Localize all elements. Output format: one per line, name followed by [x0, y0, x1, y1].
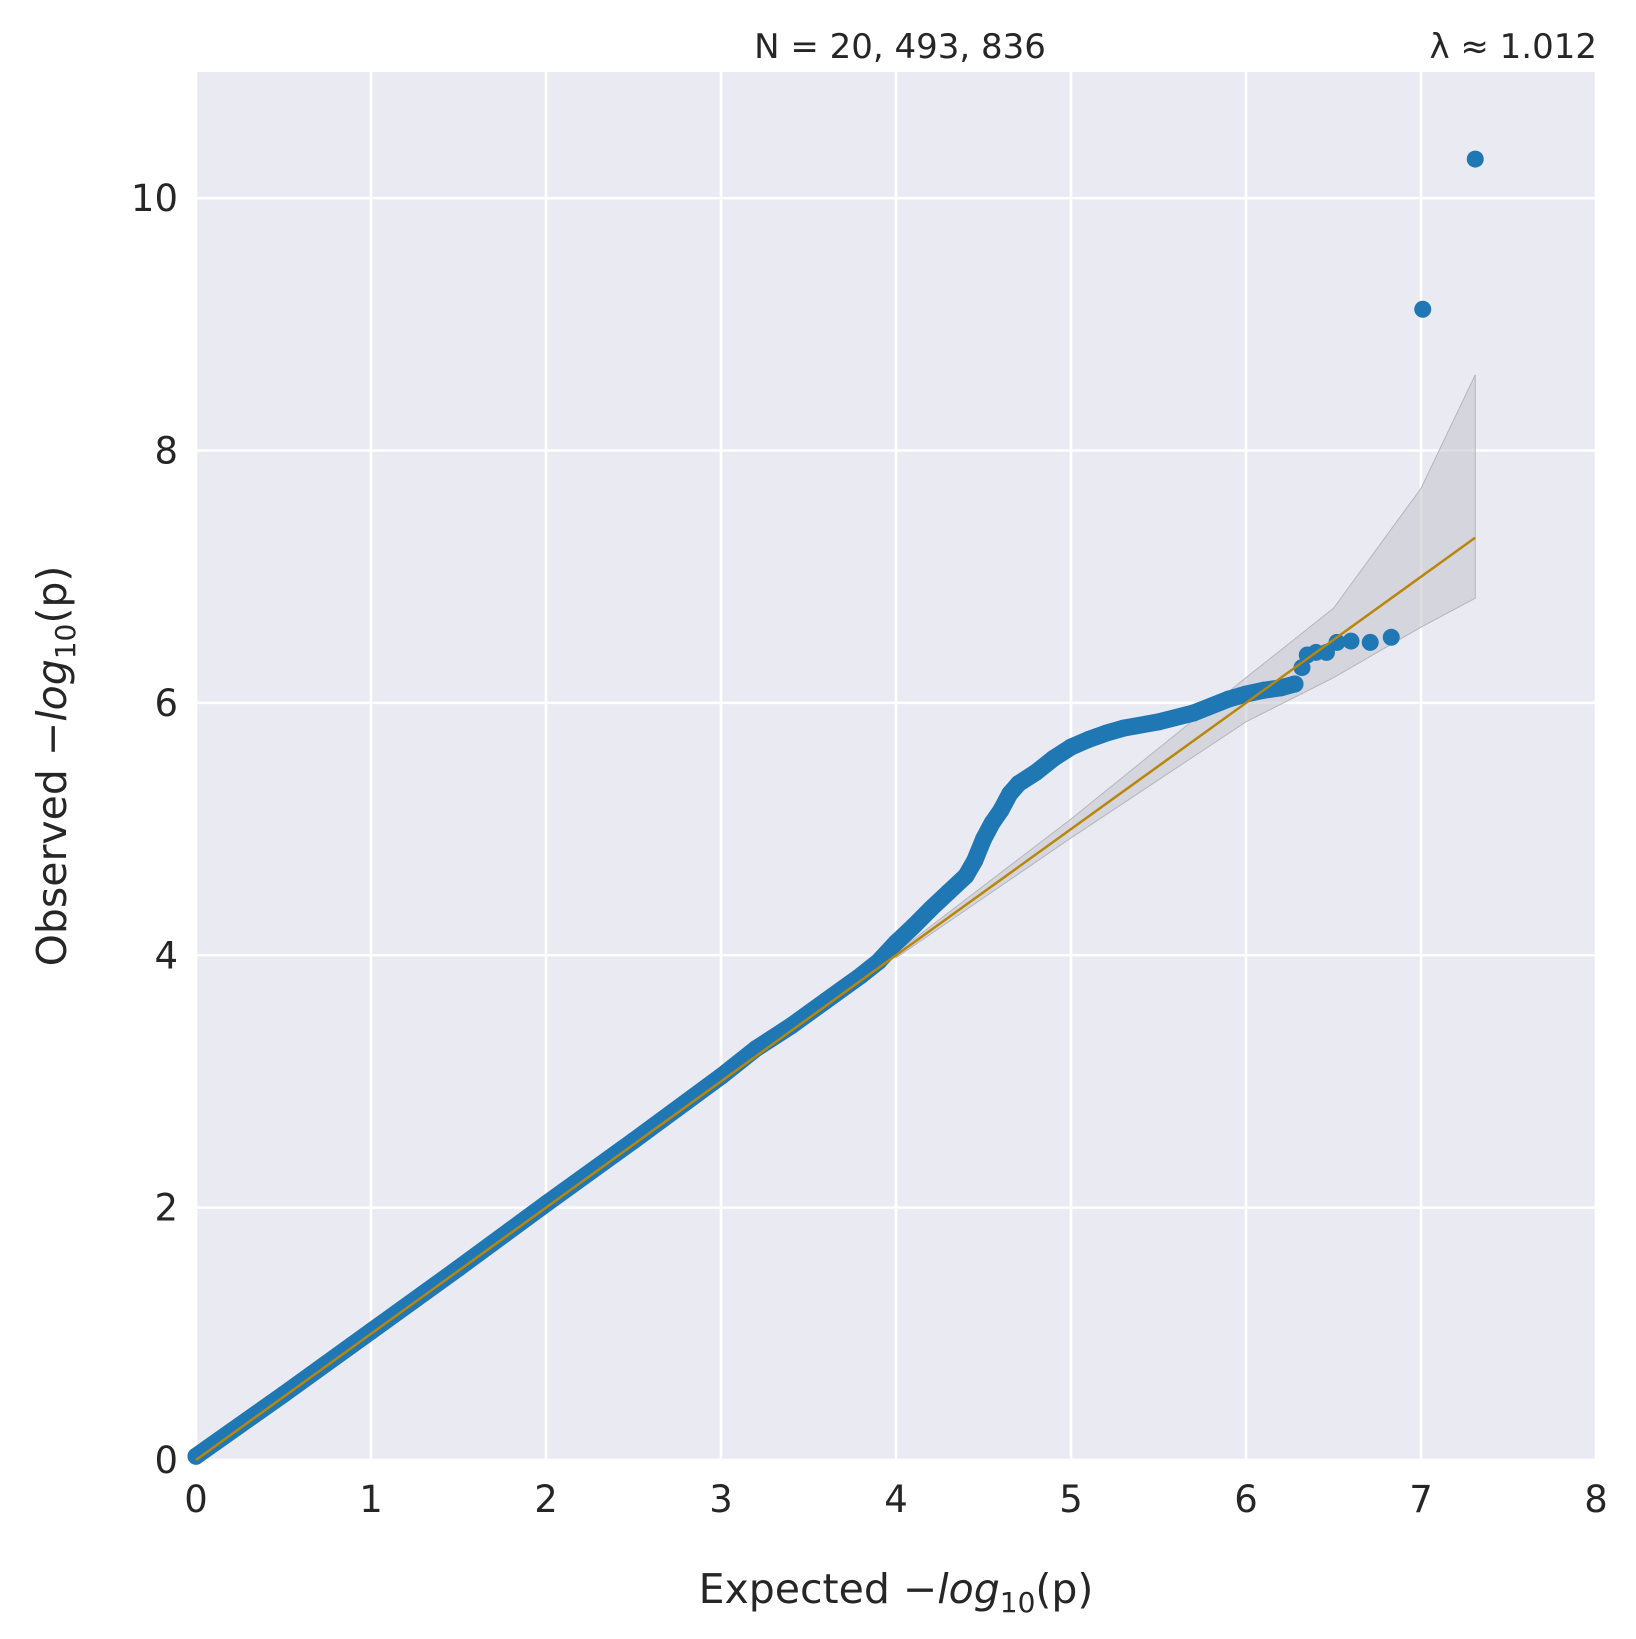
x-tick-label: 7: [1409, 1478, 1433, 1521]
data-point: [940, 883, 957, 901]
data-point: [187, 1447, 205, 1465]
data-point: [957, 867, 975, 885]
data-point: [992, 801, 1010, 819]
y-axis-label: Observed −log10(p): [28, 566, 82, 967]
reference-line-layer: [195, 536, 1476, 1462]
x-tick-labels: 0 1 2 3 4 5 6 7 8: [184, 1478, 1608, 1521]
x-tick-label: 5: [1059, 1478, 1083, 1521]
data-point: [1150, 713, 1167, 731]
data-point: [1010, 775, 1027, 793]
data-point: [537, 1195, 555, 1213]
data-point: [922, 900, 940, 918]
data-point: [1045, 749, 1062, 767]
x-axis-label: Expected −log10(p): [699, 1565, 1094, 1619]
y-tick-label: 0: [154, 1439, 178, 1482]
data-point: [1272, 679, 1290, 697]
y-tick-label: 6: [154, 682, 178, 725]
reference-line: [195, 536, 1476, 1462]
x-tick-label: 6: [1234, 1478, 1258, 1521]
data-point: [1342, 632, 1360, 650]
data-point: [966, 852, 984, 870]
data-point: [712, 1067, 730, 1085]
data-point: [1062, 738, 1080, 756]
data-point: [1097, 724, 1115, 742]
data-point: [1080, 731, 1097, 749]
data-point: [625, 1132, 642, 1150]
data-point: [1115, 719, 1132, 737]
data-point: [905, 917, 922, 935]
y-tick-label: 10: [131, 177, 178, 220]
data-point: [817, 992, 835, 1010]
confidence-band: [895, 374, 1476, 959]
y-tick-labels: 0 2 4 6 8 10: [131, 177, 178, 1482]
x-tick-label: 0: [184, 1478, 208, 1521]
data-point: [1220, 690, 1237, 708]
data-point: [747, 1040, 765, 1058]
x-tick-label: 2: [534, 1478, 558, 1521]
y-tick-label: 8: [154, 430, 178, 473]
data-point: [852, 966, 870, 984]
n-annotation: N = 20, 493, 836: [754, 27, 1046, 67]
data-point: [1185, 704, 1202, 722]
x-tick-label: 3: [709, 1478, 733, 1521]
data-point: [983, 814, 1001, 832]
x-tick-label: 1: [359, 1478, 383, 1521]
lambda-annotation: λ ≈ 1.012: [1429, 27, 1597, 67]
y-tick-label: 4: [154, 934, 178, 977]
data-point: [1027, 763, 1045, 781]
data-point: [1466, 150, 1484, 168]
data-point: [1382, 628, 1400, 646]
data-point: [1414, 300, 1432, 318]
data-point: [1328, 633, 1346, 651]
x-tick-label: 4: [884, 1478, 908, 1521]
data-point: [1286, 675, 1304, 693]
x-tick-label: 8: [1584, 1478, 1608, 1521]
y-tick-label: 2: [154, 1187, 178, 1230]
data-point: [887, 934, 905, 952]
data-point: [975, 830, 992, 848]
confidence-band-layer: [895, 374, 1476, 959]
data-point: [782, 1017, 800, 1035]
data-point: [1361, 633, 1379, 651]
